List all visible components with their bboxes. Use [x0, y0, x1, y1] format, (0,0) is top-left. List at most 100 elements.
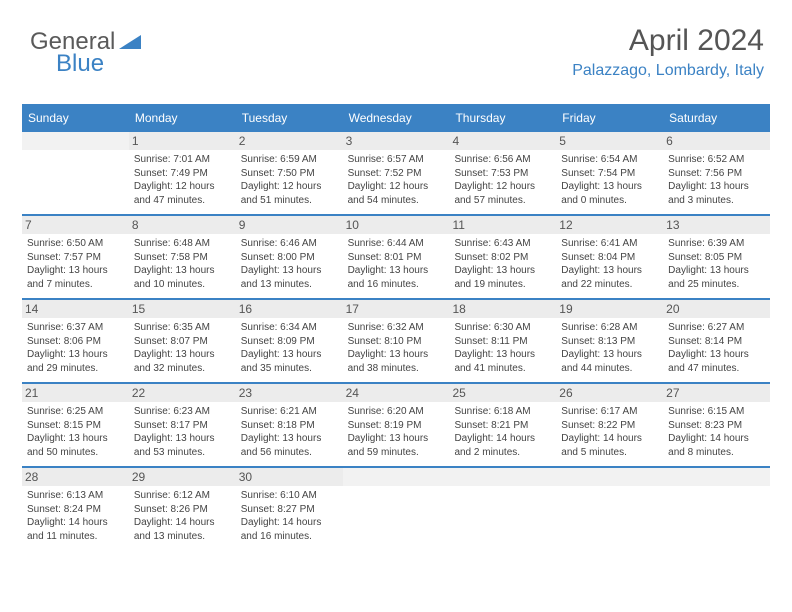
day-sunset: Sunset: 7:49 PM	[134, 167, 231, 181]
day-day1: Daylight: 13 hours	[561, 348, 658, 362]
day-day2: and 59 minutes.	[348, 446, 445, 460]
day-day2: and 7 minutes.	[27, 278, 124, 292]
weekday-header: Wednesday	[343, 106, 450, 130]
day-day2: and 44 minutes.	[561, 362, 658, 376]
day-day1: Daylight: 13 hours	[27, 264, 124, 278]
day-day2: and 16 minutes.	[241, 530, 338, 544]
calendar-day: 30Sunrise: 6:10 AMSunset: 8:27 PMDayligh…	[236, 468, 343, 550]
day-sunset: Sunset: 8:21 PM	[454, 419, 551, 433]
day-day1: Daylight: 14 hours	[27, 516, 124, 530]
day-day2: and 2 minutes.	[454, 446, 551, 460]
day-day2: and 35 minutes.	[241, 362, 338, 376]
calendar-day: 22Sunrise: 6:23 AMSunset: 8:17 PMDayligh…	[129, 384, 236, 466]
day-day1: Daylight: 13 hours	[134, 432, 231, 446]
calendar-day: 16Sunrise: 6:34 AMSunset: 8:09 PMDayligh…	[236, 300, 343, 382]
calendar-day: 3Sunrise: 6:57 AMSunset: 7:52 PMDaylight…	[343, 132, 450, 214]
day-day1: Daylight: 13 hours	[348, 264, 445, 278]
day-sunrise: Sunrise: 6:37 AM	[27, 321, 124, 335]
calendar-week: 21Sunrise: 6:25 AMSunset: 8:15 PMDayligh…	[22, 382, 770, 466]
day-day2: and 29 minutes.	[27, 362, 124, 376]
day-number: 1	[129, 132, 236, 150]
brand-triangle-icon	[119, 31, 141, 54]
calendar-week: 7Sunrise: 6:50 AMSunset: 7:57 PMDaylight…	[22, 214, 770, 298]
day-number: 29	[129, 468, 236, 486]
day-day1: Daylight: 12 hours	[454, 180, 551, 194]
day-sunrise: Sunrise: 6:17 AM	[561, 405, 658, 419]
calendar-day: 19Sunrise: 6:28 AMSunset: 8:13 PMDayligh…	[556, 300, 663, 382]
day-sunrise: Sunrise: 6:34 AM	[241, 321, 338, 335]
calendar-day: 10Sunrise: 6:44 AMSunset: 8:01 PMDayligh…	[343, 216, 450, 298]
day-sunset: Sunset: 8:14 PM	[668, 335, 765, 349]
calendar-day: 21Sunrise: 6:25 AMSunset: 8:15 PMDayligh…	[22, 384, 129, 466]
day-number: 24	[343, 384, 450, 402]
day-number	[663, 468, 770, 486]
day-day2: and 54 minutes.	[348, 194, 445, 208]
day-sunrise: Sunrise: 6:32 AM	[348, 321, 445, 335]
day-number: 15	[129, 300, 236, 318]
day-day1: Daylight: 13 hours	[348, 348, 445, 362]
day-sunrise: Sunrise: 6:13 AM	[27, 489, 124, 503]
calendar-day: 11Sunrise: 6:43 AMSunset: 8:02 PMDayligh…	[449, 216, 556, 298]
day-day1: Daylight: 13 hours	[348, 432, 445, 446]
day-day2: and 51 minutes.	[241, 194, 338, 208]
day-sunrise: Sunrise: 6:35 AM	[134, 321, 231, 335]
day-number: 11	[449, 216, 556, 234]
day-sunrise: Sunrise: 6:46 AM	[241, 237, 338, 251]
day-day1: Daylight: 13 hours	[241, 348, 338, 362]
day-sunset: Sunset: 8:19 PM	[348, 419, 445, 433]
day-number: 4	[449, 132, 556, 150]
calendar-day: 20Sunrise: 6:27 AMSunset: 8:14 PMDayligh…	[663, 300, 770, 382]
day-number	[343, 468, 450, 486]
day-sunrise: Sunrise: 6:43 AM	[454, 237, 551, 251]
day-number: 3	[343, 132, 450, 150]
calendar-day: 8Sunrise: 6:48 AMSunset: 7:58 PMDaylight…	[129, 216, 236, 298]
day-number	[22, 132, 129, 150]
day-number: 23	[236, 384, 343, 402]
day-day1: Daylight: 13 hours	[134, 264, 231, 278]
calendar-day: 24Sunrise: 6:20 AMSunset: 8:19 PMDayligh…	[343, 384, 450, 466]
day-sunset: Sunset: 8:11 PM	[454, 335, 551, 349]
calendar-day: 4Sunrise: 6:56 AMSunset: 7:53 PMDaylight…	[449, 132, 556, 214]
page-title: April 2024	[572, 24, 764, 58]
day-sunset: Sunset: 8:07 PM	[134, 335, 231, 349]
day-day1: Daylight: 14 hours	[454, 432, 551, 446]
day-day1: Daylight: 13 hours	[561, 264, 658, 278]
day-day2: and 53 minutes.	[134, 446, 231, 460]
day-sunset: Sunset: 8:24 PM	[27, 503, 124, 517]
day-sunset: Sunset: 8:26 PM	[134, 503, 231, 517]
day-number: 16	[236, 300, 343, 318]
day-sunrise: Sunrise: 6:50 AM	[27, 237, 124, 251]
day-number: 25	[449, 384, 556, 402]
day-number: 28	[22, 468, 129, 486]
day-sunset: Sunset: 8:05 PM	[668, 251, 765, 265]
day-day2: and 41 minutes.	[454, 362, 551, 376]
day-day1: Daylight: 13 hours	[134, 348, 231, 362]
day-sunset: Sunset: 7:52 PM	[348, 167, 445, 181]
calendar-week: 28Sunrise: 6:13 AMSunset: 8:24 PMDayligh…	[22, 466, 770, 550]
calendar-day: 6Sunrise: 6:52 AMSunset: 7:56 PMDaylight…	[663, 132, 770, 214]
calendar-day: 25Sunrise: 6:18 AMSunset: 8:21 PMDayligh…	[449, 384, 556, 466]
day-sunrise: Sunrise: 6:10 AM	[241, 489, 338, 503]
calendar-day	[343, 468, 450, 550]
day-day1: Daylight: 13 hours	[561, 180, 658, 194]
day-sunrise: Sunrise: 6:12 AM	[134, 489, 231, 503]
calendar-day: 18Sunrise: 6:30 AMSunset: 8:11 PMDayligh…	[449, 300, 556, 382]
day-sunrise: Sunrise: 6:57 AM	[348, 153, 445, 167]
day-sunset: Sunset: 8:06 PM	[27, 335, 124, 349]
day-sunset: Sunset: 8:27 PM	[241, 503, 338, 517]
calendar-day	[556, 468, 663, 550]
day-sunset: Sunset: 8:00 PM	[241, 251, 338, 265]
day-day2: and 50 minutes.	[27, 446, 124, 460]
calendar-grid: SundayMondayTuesdayWednesdayThursdayFrid…	[22, 104, 770, 550]
day-day1: Daylight: 14 hours	[134, 516, 231, 530]
day-day1: Daylight: 13 hours	[454, 348, 551, 362]
calendar-day	[449, 468, 556, 550]
day-number: 8	[129, 216, 236, 234]
day-sunrise: Sunrise: 6:48 AM	[134, 237, 231, 251]
day-day1: Daylight: 12 hours	[241, 180, 338, 194]
day-number: 6	[663, 132, 770, 150]
day-day2: and 56 minutes.	[241, 446, 338, 460]
day-day2: and 0 minutes.	[561, 194, 658, 208]
day-number	[449, 468, 556, 486]
day-day2: and 3 minutes.	[668, 194, 765, 208]
